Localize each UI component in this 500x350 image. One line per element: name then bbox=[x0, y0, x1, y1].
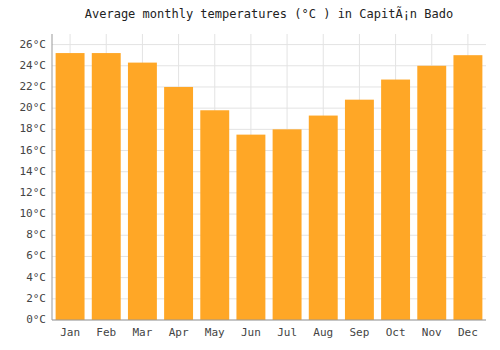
bar bbox=[236, 135, 265, 320]
x-tick-label: Apr bbox=[169, 326, 189, 339]
y-axis-line bbox=[52, 34, 53, 320]
y-tick-label: 2°C bbox=[26, 292, 46, 305]
x-tick-label: Nov bbox=[422, 326, 442, 339]
bar bbox=[273, 129, 302, 320]
y-tick-label: 16°C bbox=[20, 144, 47, 157]
y-tick-label: 8°C bbox=[26, 228, 46, 241]
bar bbox=[164, 87, 193, 320]
x-tick-label: Dec bbox=[458, 326, 478, 339]
y-tick-label: 12°C bbox=[20, 186, 47, 199]
y-grid-line bbox=[52, 44, 486, 45]
y-tick-label: 4°C bbox=[26, 271, 46, 284]
bar bbox=[200, 110, 229, 320]
y-tick-label: 22°C bbox=[20, 80, 47, 93]
title: Average monthly temperatures (°C ) in Ca… bbox=[85, 6, 453, 21]
y-tick-label: 10°C bbox=[20, 207, 47, 220]
x-tick-label: Jan bbox=[60, 326, 80, 339]
y-tick-label: 24°C bbox=[20, 59, 47, 72]
y-tick-label: 20°C bbox=[20, 101, 47, 114]
bar bbox=[128, 63, 157, 320]
chart-container: 0°C 2°C 4°C 6°C 8°C 10°C 12°C 14°C 16°C 18°C 20°C 2… bbox=[0, 0, 500, 350]
y-tick-label: 26°C bbox=[20, 38, 47, 51]
bar bbox=[345, 100, 374, 320]
x-tick-label: Jun bbox=[241, 326, 261, 339]
y-tick-label: 6°C bbox=[26, 249, 46, 262]
bars bbox=[56, 53, 483, 320]
bar bbox=[417, 66, 446, 320]
chart: 0°C 2°C 4°C 6°C 8°C 10°C 12°C 14°C 16°C 18°C 20°C 2… bbox=[0, 0, 500, 350]
x-tick-label: Mar bbox=[132, 326, 152, 339]
grid bbox=[52, 34, 486, 320]
y-grid-line bbox=[52, 320, 486, 321]
x-tick-label: Sep bbox=[349, 326, 369, 339]
x-axis-line bbox=[52, 320, 486, 321]
x-tick-label: Oct bbox=[386, 326, 406, 339]
bar bbox=[309, 116, 338, 320]
x-tick-label: May bbox=[205, 326, 225, 339]
bar bbox=[56, 53, 85, 320]
y-tick-label: 18°C bbox=[20, 122, 47, 135]
x-tick-label: Jul bbox=[277, 326, 297, 339]
bar bbox=[381, 80, 410, 320]
y-tick-label: 14°C bbox=[20, 165, 47, 178]
bar bbox=[453, 55, 482, 320]
x-tick-label: Aug bbox=[313, 326, 333, 339]
bar bbox=[92, 53, 121, 320]
y-tick-label: 0°C bbox=[26, 313, 46, 326]
x-tick-label: Feb bbox=[96, 326, 116, 339]
